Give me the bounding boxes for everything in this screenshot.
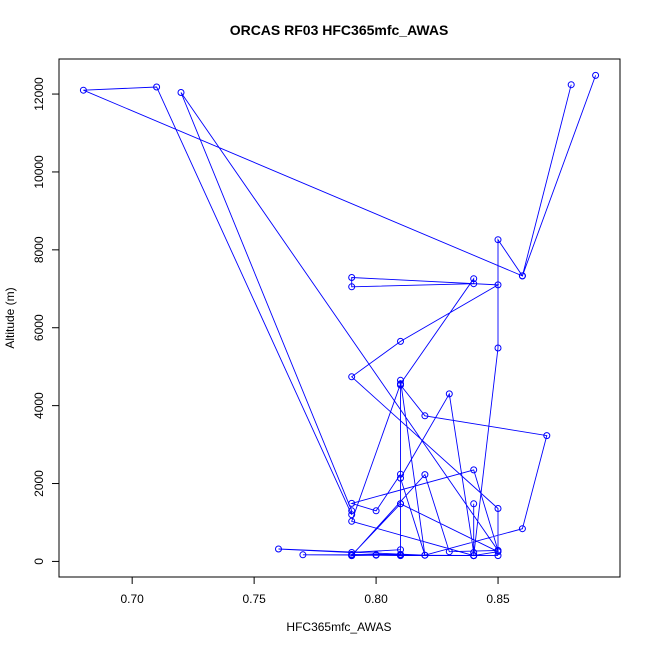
data-point	[494, 547, 502, 554]
y-tick-label: 6000	[32, 314, 46, 341]
data-point	[348, 373, 356, 381]
y-tick-label: 2000	[32, 470, 46, 497]
data-point	[348, 511, 356, 519]
x-tick-label: 0.70	[120, 592, 144, 606]
data-point	[348, 274, 356, 281]
data-point	[494, 344, 502, 352]
data-point	[421, 471, 429, 479]
data-point	[348, 552, 356, 560]
data-point	[518, 525, 526, 533]
y-axis-label: Altitude (m)	[3, 287, 17, 348]
series-line	[83, 75, 597, 557]
data-point	[543, 432, 551, 440]
y-axis: 0 2000 4000 6000 8000 10000 12000	[32, 77, 59, 565]
y-tick-label: 8000	[32, 236, 46, 263]
data-point	[348, 549, 356, 556]
data-point	[567, 81, 575, 89]
x-tick-label: 0.85	[486, 592, 510, 606]
data-point	[397, 376, 404, 384]
data-point	[470, 500, 478, 508]
data-point	[592, 71, 600, 79]
data-point	[470, 280, 478, 288]
x-axis-label: HFC365mfc_AWAS	[286, 620, 391, 634]
chart-title: ORCAS RF03 HFC365mfc_AWAS	[230, 22, 449, 38]
series-layer	[79, 71, 600, 560]
data-point	[397, 380, 404, 388]
data-point	[397, 470, 404, 478]
x-tick-label: 0.75	[242, 592, 266, 606]
data-point	[421, 412, 429, 420]
data-point	[470, 466, 478, 474]
data-point	[79, 86, 87, 94]
x-tick-label: 0.80	[364, 592, 388, 606]
y-tick-label: 10000	[32, 155, 46, 189]
plot-frame	[58, 58, 621, 578]
y-tick-label: 0	[32, 558, 46, 565]
data-point	[177, 89, 185, 96]
data-point	[348, 283, 356, 291]
data-point	[494, 552, 502, 560]
x-axis: 0.70 0.75 0.80 0.85	[120, 577, 510, 606]
data-point	[299, 551, 307, 559]
data-point	[470, 549, 478, 556]
data-point	[348, 499, 356, 507]
data-point	[470, 275, 478, 283]
data-point	[348, 517, 356, 525]
data-point	[372, 507, 380, 515]
y-tick-label: 4000	[32, 392, 46, 419]
data-point	[421, 551, 429, 559]
data-point	[445, 548, 453, 556]
data-point	[153, 83, 161, 91]
data-point	[372, 551, 380, 559]
data-point	[397, 474, 404, 482]
data-point	[397, 552, 404, 560]
data-point	[397, 500, 404, 508]
data-point	[275, 545, 282, 553]
data-point	[494, 505, 502, 512]
y-tick-label: 12000	[32, 77, 46, 111]
data-point	[494, 236, 502, 244]
data-point	[445, 390, 453, 398]
data-point	[348, 507, 356, 515]
data-point	[518, 272, 526, 280]
data-point	[494, 281, 502, 289]
data-point	[470, 552, 478, 560]
data-point	[397, 337, 404, 345]
